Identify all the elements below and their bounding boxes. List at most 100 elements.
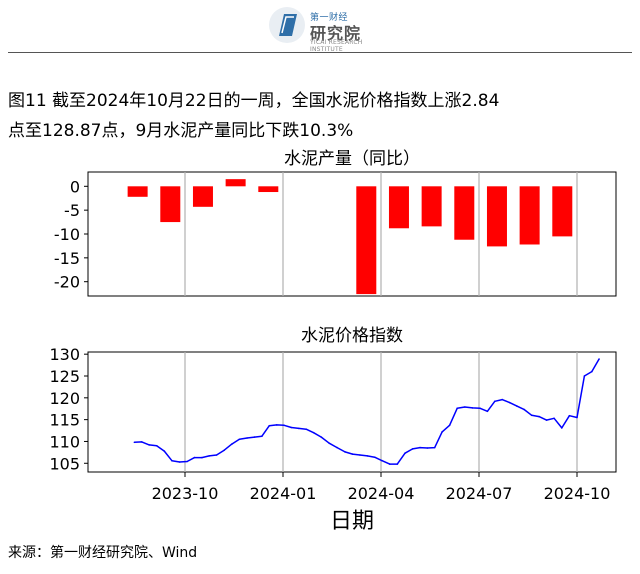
bar-2024-04	[388, 186, 409, 229]
figure-caption: 图11 截至2024年10月22日的一周，全国水泥价格指数上涨2.84 点至12…	[8, 86, 628, 146]
bar-chart-title: 水泥产量（同比）	[284, 149, 420, 169]
header-rule	[8, 52, 632, 53]
caption-line-1: 图11 截至2024年10月22日的一周，全国水泥价格指数上涨2.84	[8, 91, 500, 111]
line-xtick-label: 2024-04	[348, 484, 415, 503]
line-point-42	[448, 424, 451, 427]
line-point-8	[193, 456, 196, 459]
caption-line-2: 点至128.87点，9月水泥产量同比下跌10.3%	[8, 121, 354, 141]
line-point-16	[253, 436, 256, 438]
bar-2024-09	[552, 186, 573, 237]
line-point-51	[516, 405, 518, 407]
bar-2024-06	[454, 186, 475, 240]
line-point-0	[133, 441, 136, 444]
bar-ytick-label: -5	[64, 201, 80, 220]
line-xtick-label: 2024-07	[446, 484, 513, 503]
line-point-1	[141, 441, 143, 443]
line-point-18	[268, 424, 271, 427]
line-ytick-label: 130	[49, 345, 80, 364]
line-point-53	[530, 414, 533, 417]
logo-mark-icon	[269, 7, 305, 43]
bar-2024-05	[421, 186, 442, 227]
line-point-41	[441, 431, 443, 433]
line-point-35	[396, 463, 399, 465]
line-point-3	[155, 445, 158, 447]
line-point-23	[305, 428, 308, 431]
bar-2024-07	[486, 186, 507, 247]
logo-sub-text: YICAI RESEARCH INSTITUTE	[310, 39, 363, 53]
line-point-38	[419, 446, 421, 449]
line-point-40	[433, 446, 436, 449]
line-point-30	[359, 454, 361, 456]
line-point-45	[471, 407, 474, 409]
line-point-2	[148, 444, 150, 446]
bar-2023-11	[225, 179, 246, 187]
line-point-43	[456, 407, 459, 410]
bar-2024-03	[356, 186, 377, 295]
line-ytick-label: 110	[49, 432, 80, 451]
line-point-39	[426, 447, 429, 449]
line-xtick-label: 2023-10	[152, 484, 219, 503]
brand-logo: 第一财经 研究院 YICAI RESEARCH INSTITUTE	[268, 4, 378, 53]
line-point-36	[404, 452, 406, 455]
line-point-48	[494, 400, 496, 403]
line-point-54	[538, 415, 540, 418]
line-plot-frame	[87, 351, 617, 473]
line-point-55	[545, 419, 548, 421]
bar-2023-10	[192, 186, 213, 207]
line-point-57	[561, 427, 563, 429]
line-point-25	[320, 436, 323, 438]
bar-ytick-label: -10	[54, 225, 80, 244]
line-point-32	[373, 456, 376, 459]
x-axis-label: 日期	[330, 509, 374, 534]
line-xtick-label: 2024-10	[544, 484, 611, 503]
source-note: 来源：第一财经研究院、Wind	[8, 545, 198, 561]
line-ytick-label: 115	[49, 411, 80, 430]
line-point-17	[261, 435, 263, 438]
line-point-37	[411, 448, 414, 450]
line-point-46	[479, 407, 481, 410]
line-point-52	[523, 408, 526, 411]
line-point-60	[583, 375, 586, 377]
line-point-13	[231, 443, 233, 445]
bar-2023-12	[258, 186, 279, 193]
line-point-15	[246, 437, 248, 439]
line-point-7	[186, 460, 188, 463]
line-point-24	[312, 431, 315, 434]
line-point-27	[336, 446, 338, 449]
line-point-62	[598, 358, 600, 360]
logo-big-text: 研究院	[310, 24, 362, 43]
line-point-5	[171, 459, 173, 462]
bar-ytick-label: -20	[54, 273, 80, 292]
line-point-26	[328, 442, 331, 445]
line-point-44	[464, 406, 466, 408]
line-point-49	[501, 398, 504, 401]
line-point-47	[486, 410, 489, 413]
line-point-31	[366, 455, 369, 457]
line-point-6	[178, 461, 181, 463]
line-point-12	[223, 449, 225, 452]
bar-2023-08	[127, 186, 148, 197]
line-point-59	[576, 416, 578, 419]
line-point-56	[553, 417, 555, 420]
line-point-22	[298, 427, 300, 430]
line-ytick-label: 125	[49, 367, 80, 386]
line-point-28	[344, 451, 346, 453]
line-point-61	[591, 370, 593, 373]
line-point-33	[381, 459, 383, 462]
line-point-14	[238, 438, 241, 441]
bar-ytick-label: 0	[70, 177, 80, 196]
line-point-20	[283, 424, 285, 427]
bar-ytick-label: -15	[54, 249, 80, 268]
line-chart-title: 水泥价格指数	[301, 326, 403, 346]
line-point-19	[275, 424, 278, 426]
cement-price-index-line	[134, 358, 600, 465]
line-point-10	[208, 455, 210, 457]
line-ytick-label: 105	[49, 454, 80, 473]
line-point-4	[163, 450, 166, 452]
line-xtick-label: 2024-01	[250, 484, 317, 503]
line-point-11	[215, 454, 218, 456]
line-point-34	[388, 463, 391, 465]
bar-2024-08	[519, 186, 540, 245]
line-point-29	[351, 453, 354, 455]
logo-small-text: 第一财经	[310, 13, 349, 23]
